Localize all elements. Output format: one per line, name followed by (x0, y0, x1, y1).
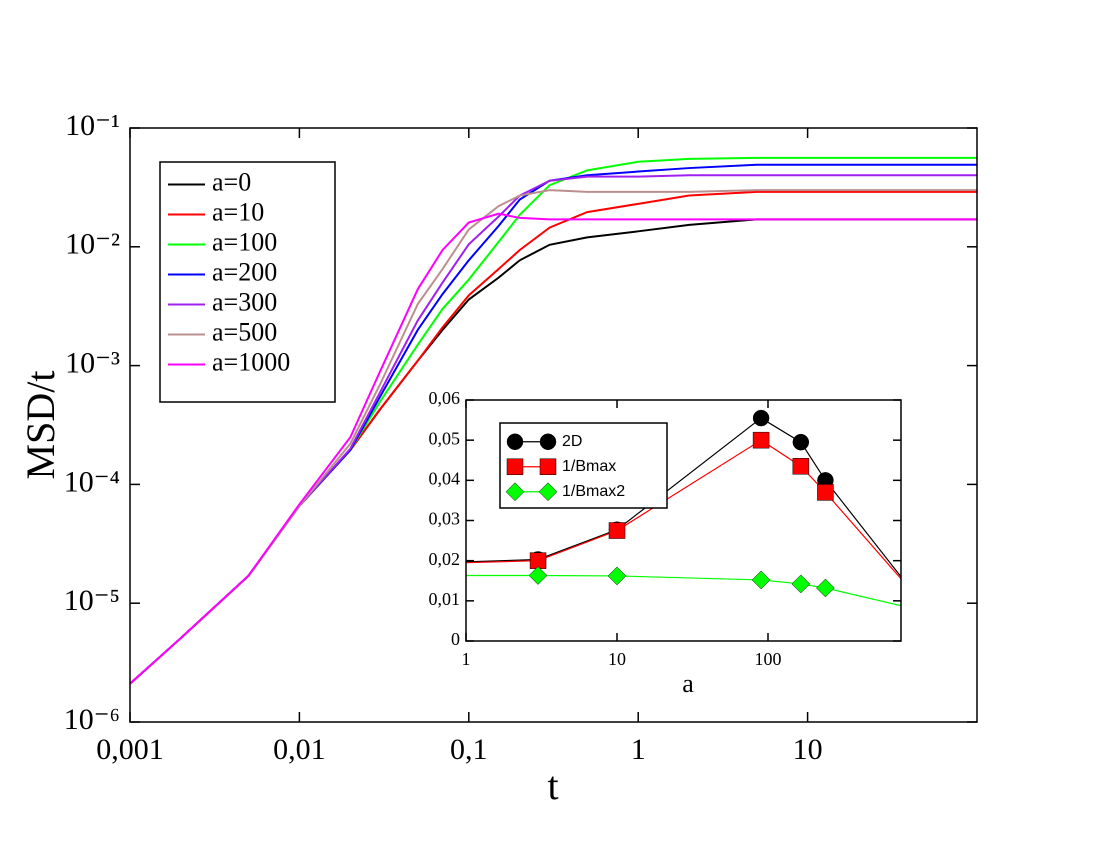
marker (752, 409, 770, 427)
y-tick-label: 10⁻⁵ (64, 584, 120, 617)
marker (506, 458, 524, 475)
y-tick-label: 0,02 (429, 549, 461, 569)
marker (608, 522, 626, 539)
y-tick-label: 10⁻³ (65, 346, 120, 379)
legend-label: a=100 (212, 227, 277, 256)
y-tick-label: 10⁻⁴ (64, 465, 120, 498)
marker (792, 458, 810, 475)
x-tick-label: 100 (754, 649, 781, 669)
marker (539, 433, 557, 450)
marker (752, 431, 770, 449)
marker (607, 566, 627, 586)
y-tick-label: 10⁻¹ (65, 109, 120, 142)
legend-label: a=10 (212, 197, 264, 226)
x-tick-label: 1 (462, 649, 471, 669)
legend-label: 2D (562, 433, 582, 450)
legend-label: a=500 (212, 317, 277, 346)
plot-frame (129, 127, 978, 723)
marker (539, 458, 557, 475)
marker (505, 482, 525, 502)
marker (751, 570, 771, 590)
marker (528, 566, 548, 585)
marker (816, 578, 835, 598)
legend-label: a=0 (212, 167, 251, 196)
x-tick-label: 10 (608, 649, 626, 669)
x-tick-label: 1 (631, 733, 646, 766)
legend-label: a=300 (212, 287, 277, 316)
y-tick-label: 10⁻² (65, 228, 120, 261)
plot: 1 10 100 0 0,01 0,02 0,03 0,04 0,05 0,06 a 2D 1/Bmax… (429, 388, 902, 698)
y-tick-label: 0 (451, 629, 460, 649)
x-tick-label: 10 (793, 733, 823, 766)
marker (817, 484, 834, 501)
legend-label: a=1000 (212, 347, 290, 376)
x-tick-label: 0,01 (273, 733, 326, 766)
marker (792, 433, 810, 451)
y-tick-label: 10⁻⁶ (64, 703, 120, 736)
marker (791, 574, 811, 594)
legend-label: 1/Bmax2 (562, 483, 625, 500)
legend-label: 1/Bmax (562, 458, 616, 475)
x-tick-label: 0,001 (96, 733, 164, 766)
x-axis-label: a (682, 669, 694, 698)
y-tick-label: 0,01 (429, 589, 461, 609)
y-tick-label: 0,04 (429, 468, 461, 488)
y-tick-label: 0,06 (429, 388, 461, 408)
legend-box (499, 422, 668, 509)
marker (506, 433, 524, 450)
y-tick-label: 0,03 (429, 509, 461, 529)
y-axis-label: MSD/t (18, 371, 63, 480)
marker (538, 482, 558, 502)
series-line (130, 212, 977, 685)
legend-box (159, 161, 336, 403)
legend-label: a=200 (212, 257, 277, 286)
x-tick-label: 0,1 (450, 733, 488, 766)
legend: 2D 1/Bmax 1/Bmax2 (499, 422, 668, 509)
y-tick-label: 0,05 (429, 428, 461, 448)
x-axis-label: t (547, 763, 558, 808)
